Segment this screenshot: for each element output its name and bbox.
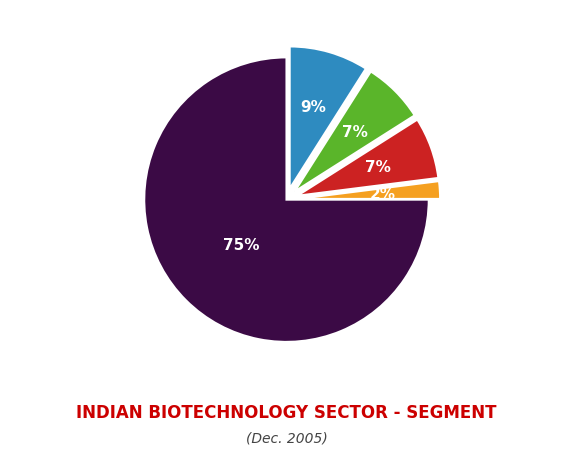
Text: INDIAN BIOTECHNOLOGY SECTOR - SEGMENT: INDIAN BIOTECHNOLOGY SECTOR - SEGMENT [76,403,497,421]
Wedge shape [297,120,438,197]
Text: 9%: 9% [301,100,327,115]
Text: 75%: 75% [223,238,260,253]
Text: 7%: 7% [364,160,390,175]
Wedge shape [290,47,366,189]
Text: (Dec. 2005): (Dec. 2005) [246,431,327,445]
Wedge shape [144,58,429,342]
Text: 2%: 2% [370,187,396,202]
Wedge shape [298,182,440,199]
Wedge shape [295,72,415,192]
Text: 7%: 7% [342,125,368,139]
